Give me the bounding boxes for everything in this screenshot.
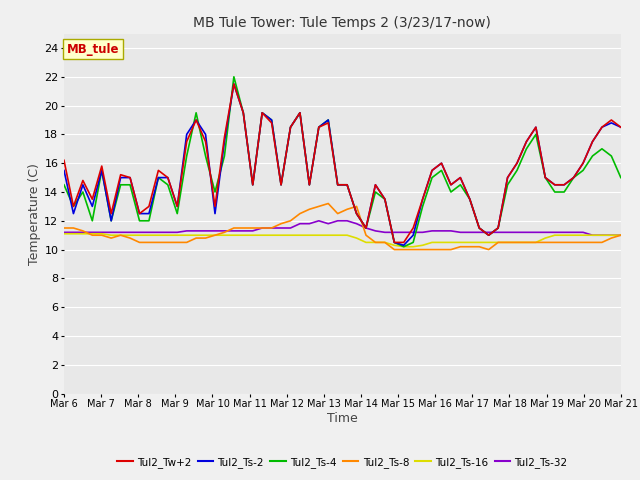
Legend: Tul2_Tw+2, Tul2_Ts-2, Tul2_Ts-4, Tul2_Ts-8, Tul2_Ts-16, Tul2_Ts-32: Tul2_Tw+2, Tul2_Ts-2, Tul2_Ts-4, Tul2_Ts… (113, 453, 572, 472)
X-axis label: Time: Time (327, 412, 358, 425)
Title: MB Tule Tower: Tule Temps 2 (3/23/17-now): MB Tule Tower: Tule Temps 2 (3/23/17-now… (193, 16, 492, 30)
Y-axis label: Temperature (C): Temperature (C) (28, 163, 42, 264)
Text: MB_tule: MB_tule (67, 43, 119, 56)
